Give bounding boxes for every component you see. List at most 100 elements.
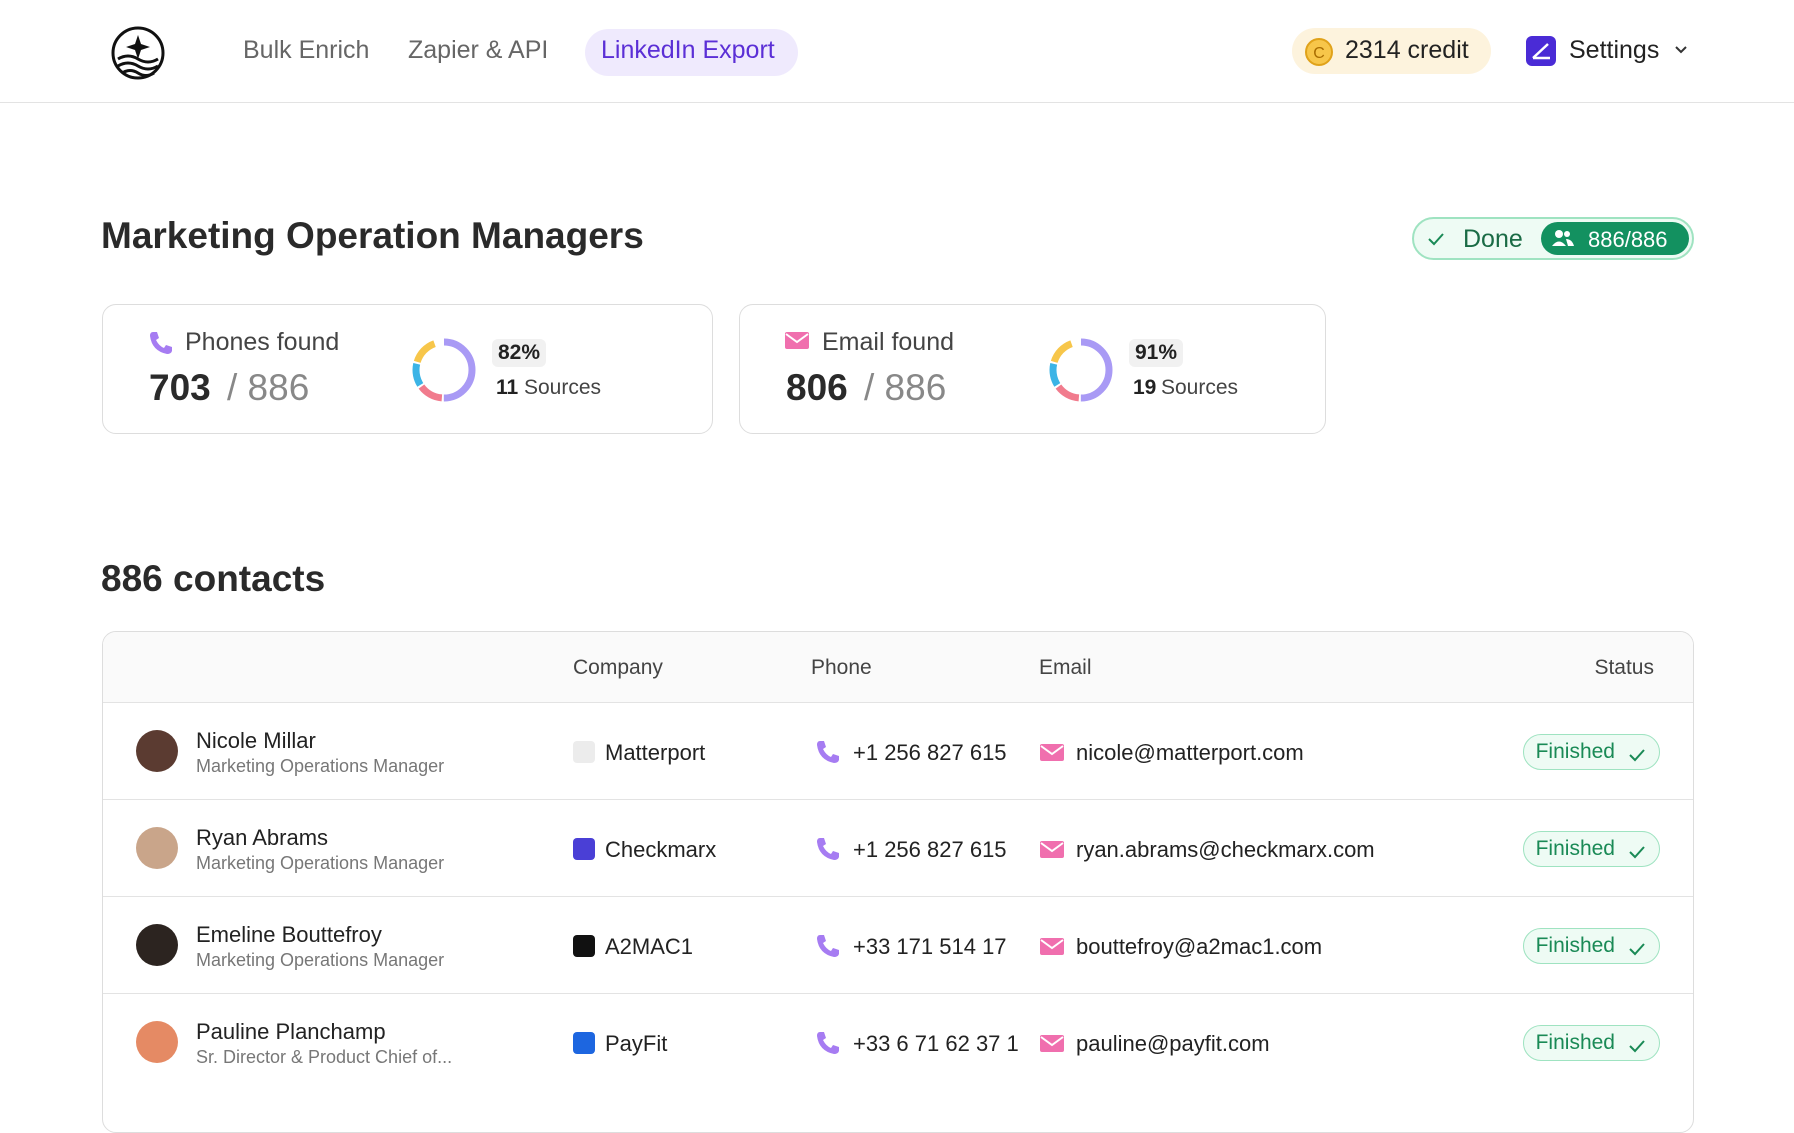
table-row: Emeline Bouttefroy Marketing Operations M… (103, 896, 1693, 994)
stat-total: / 886 (864, 367, 947, 408)
email-icon (1040, 744, 1064, 761)
active-pill (585, 29, 798, 76)
stat-icon (784, 329, 810, 356)
contacts-title: 886 contacts (101, 558, 326, 599)
stat-label: Phones found (185, 328, 340, 356)
stat-percent: 91% (1129, 339, 1184, 367)
people-icon (1552, 230, 1574, 246)
check-icon (1629, 846, 1645, 859)
phone-icon (817, 838, 839, 860)
done-status: Done (1463, 225, 1523, 253)
settings[interactable]: Settings (1569, 36, 1660, 64)
stat-sources-count: 11 (496, 376, 519, 399)
donut (412, 338, 476, 402)
stat-sources-label: Sources (1161, 376, 1239, 399)
status-badge: Finished (1522, 734, 1660, 770)
stat-percent: 82% (492, 339, 547, 367)
column-header: Phone (811, 656, 872, 679)
company-logo (573, 1032, 595, 1054)
company-logo (573, 838, 595, 860)
logo (111, 26, 165, 80)
done-count: 886/886 (1588, 227, 1668, 252)
page-title: Marketing Operation Managers (101, 215, 644, 256)
status-check (1627, 936, 1647, 970)
email: nicole@matterport.com (1076, 740, 1304, 765)
email: bouttefroy@a2mac1.com (1076, 934, 1323, 959)
avatar (136, 1021, 178, 1063)
phone-icon (817, 741, 839, 763)
contact-name: Nicole Millar (196, 728, 316, 753)
contact-name: Emeline Bouttefroy (196, 922, 382, 947)
credit: 2314 credit (1345, 36, 1469, 64)
email-icon-wrap (1039, 741, 1065, 768)
column-header: Status (1594, 656, 1654, 679)
nav-bar: Bulk Enrich Zapier & API LinkedIn Export… (0, 0, 1794, 103)
coin-icon: C (1305, 38, 1333, 66)
avatar (136, 730, 178, 772)
email-icon-wrap (1039, 838, 1065, 865)
settings-icon (1526, 36, 1556, 66)
count-pill (1541, 222, 1689, 255)
status-check (1627, 742, 1647, 776)
stat-card: Phones found 703 / 886 82% 11 Sources (102, 304, 713, 434)
stat-card: Email found 806 / 886 91% 19 Sources (739, 304, 1326, 434)
table-header (103, 632, 1693, 702)
email-icon-wrap (1039, 935, 1065, 962)
phone-icon (817, 935, 839, 957)
table-row: Ryan Abrams Marketing Operations Manager C… (103, 799, 1693, 897)
status-check (1627, 1033, 1647, 1067)
avatar (136, 924, 178, 966)
phone-icon (150, 332, 172, 354)
status-badge: Finished (1522, 1025, 1660, 1061)
stat-donut (1048, 337, 1114, 408)
email-icon-wrap (1039, 1032, 1065, 1059)
company: A2MAC1 (605, 934, 694, 959)
email-icon (1040, 1035, 1064, 1052)
phone-icon-wrap (814, 738, 840, 769)
contacts-table: Company Phone Email Status Nicole Millar Mark… (102, 631, 1694, 1133)
stat-sources-label: Sources (524, 376, 602, 399)
stat-label: Email found (822, 328, 955, 356)
stat-icon (147, 329, 173, 360)
phone: +1 256 827 615 (853, 740, 1007, 765)
donut (1049, 338, 1113, 402)
phone: +33 6 71 62 37 1 (853, 1031, 1019, 1056)
phone: +33 171 514 17 (853, 934, 1007, 959)
contact-role: Sr. Director & Product Chief of... (196, 1047, 453, 1067)
nav-link-active[interactable]: LinkedIn Export (601, 36, 775, 64)
contact-role: Marketing Operations Manager (196, 853, 445, 873)
company-logo (573, 935, 595, 957)
email-icon (1040, 938, 1064, 955)
nav-link[interactable]: Bulk Enrich (243, 36, 370, 64)
company: Checkmarx (605, 837, 717, 862)
stat-found: 703 (149, 367, 211, 408)
contact-name: Pauline Planchamp (196, 1019, 386, 1044)
company: PayFit (605, 1031, 668, 1056)
table-row: Pauline Planchamp Sr. Director & Product … (103, 993, 1693, 1091)
avatar (136, 827, 178, 869)
phone-icon-wrap (814, 835, 840, 866)
check-icon (1428, 233, 1444, 246)
contact-role: Marketing Operations Manager (196, 950, 445, 970)
company: Matterport (605, 740, 706, 765)
nav-link[interactable]: Zapier & API (408, 36, 549, 64)
email: pauline@payfit.com (1076, 1031, 1270, 1056)
column-header: Company (573, 656, 663, 679)
status-badge: Finished (1522, 831, 1660, 867)
check-icon (1629, 1040, 1645, 1053)
phone-icon-wrap (814, 932, 840, 963)
phone-icon-wrap (814, 1029, 840, 1060)
phone-icon (817, 1032, 839, 1054)
email: ryan.abrams@checkmarx.com (1076, 837, 1375, 862)
contact-name: Ryan Abrams (196, 825, 329, 850)
contact-role: Marketing Operations Manager (196, 756, 445, 776)
status-badge: Finished (1522, 928, 1660, 964)
stat-sources-count: 19 (1133, 376, 1157, 399)
stat-total: / 886 (227, 367, 310, 408)
chevron (1675, 46, 1687, 54)
phone: +1 256 827 615 (853, 837, 1007, 862)
stat-found: 806 (786, 367, 848, 408)
email-icon (785, 332, 809, 349)
